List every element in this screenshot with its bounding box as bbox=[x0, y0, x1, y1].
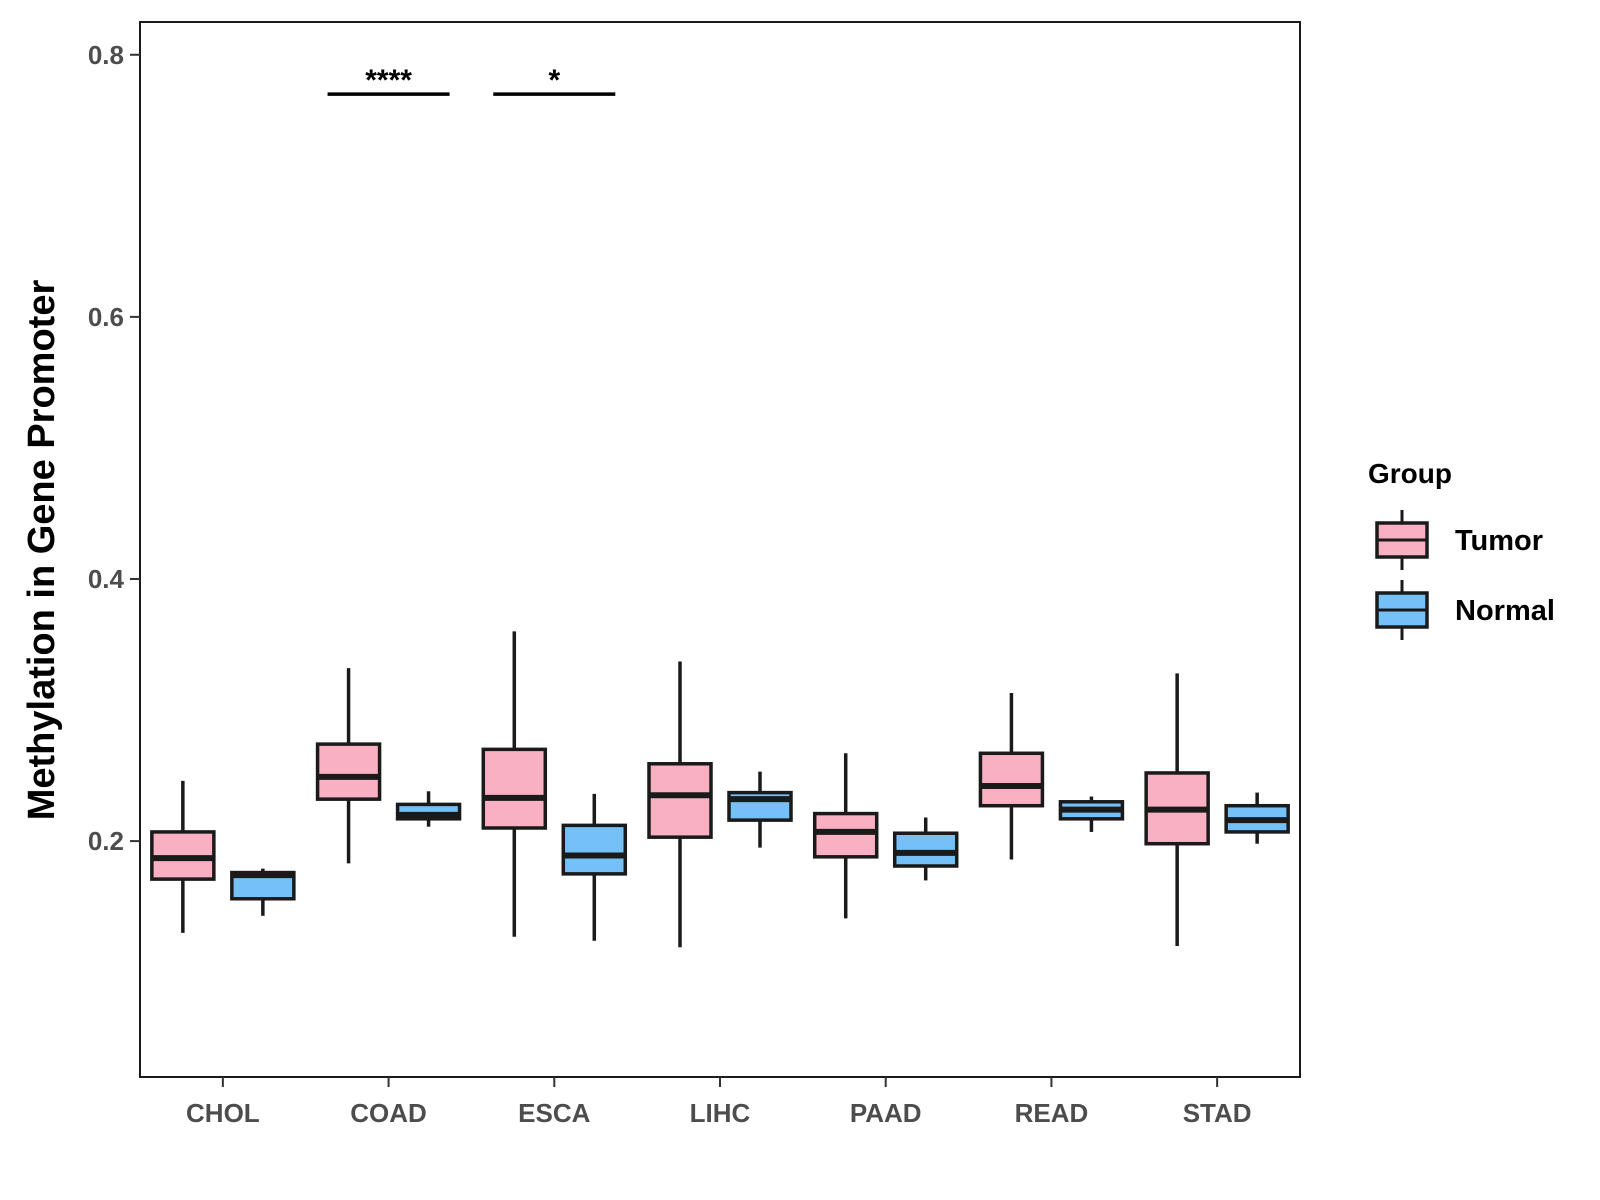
significance-label-esca: * bbox=[548, 64, 560, 97]
y-tick-label: 0.2 bbox=[88, 826, 124, 856]
legend-item-tumor: Tumor bbox=[1375, 510, 1543, 570]
box-tumor-lihc bbox=[647, 661, 713, 948]
box-body bbox=[481, 747, 548, 830]
box-normal-stad bbox=[1224, 792, 1290, 844]
y-tick-label: 0.6 bbox=[88, 302, 124, 332]
x-tick-label-paad: PAAD bbox=[850, 1098, 922, 1128]
x-tick-label-lihc: LIHC bbox=[690, 1098, 751, 1128]
legend-label-tumor: Tumor bbox=[1455, 525, 1543, 557]
box-body bbox=[315, 742, 382, 801]
box-normal-coad bbox=[395, 791, 462, 827]
box-body bbox=[978, 751, 1045, 808]
box-tumor-esca bbox=[481, 631, 548, 937]
x-tick-label-chol: CHOL bbox=[186, 1098, 260, 1128]
box-normal-chol bbox=[230, 868, 296, 916]
box-body bbox=[892, 831, 959, 868]
box-body bbox=[561, 823, 628, 876]
box-tumor-paad bbox=[812, 753, 879, 919]
legend-title: Group bbox=[1368, 458, 1452, 489]
x-tick-label-coad: COAD bbox=[350, 1098, 427, 1128]
y-tick-label: 0.8 bbox=[88, 40, 124, 70]
box-normal-esca bbox=[561, 793, 628, 941]
legend: Group Tumor Normal bbox=[1368, 458, 1555, 640]
box-normal-read bbox=[1058, 796, 1125, 832]
x-tick-label-stad: STAD bbox=[1183, 1098, 1252, 1128]
box-normal-lihc bbox=[727, 771, 793, 848]
boxes-layer bbox=[150, 631, 1290, 948]
y-axis-title: Methylation in Gene Promoter bbox=[21, 280, 63, 821]
x-tick-label-read: READ bbox=[1015, 1098, 1089, 1128]
x-tick-label-esca: ESCA bbox=[518, 1098, 590, 1128]
box-tumor-stad bbox=[1144, 673, 1210, 946]
y-tick-label: 0.4 bbox=[88, 564, 125, 594]
box-tumor-chol bbox=[150, 780, 216, 933]
x-axis: CHOL COAD ESCA LIHC PAAD READ STAD bbox=[186, 1077, 1252, 1128]
y-axis: 0.2 0.4 0.6 0.8 bbox=[88, 40, 140, 856]
box-tumor-read bbox=[978, 693, 1045, 860]
significance-label-coad: **** bbox=[365, 64, 412, 97]
legend-item-normal: Normal bbox=[1375, 580, 1555, 640]
box-tumor-coad bbox=[315, 668, 382, 864]
box-body bbox=[812, 811, 879, 859]
legend-label-normal: Normal bbox=[1455, 595, 1555, 627]
significance-annotations: **** * bbox=[327, 64, 616, 97]
plot-panel bbox=[139, 21, 1301, 1078]
box-normal-paad bbox=[892, 817, 959, 881]
box-body bbox=[647, 762, 713, 839]
